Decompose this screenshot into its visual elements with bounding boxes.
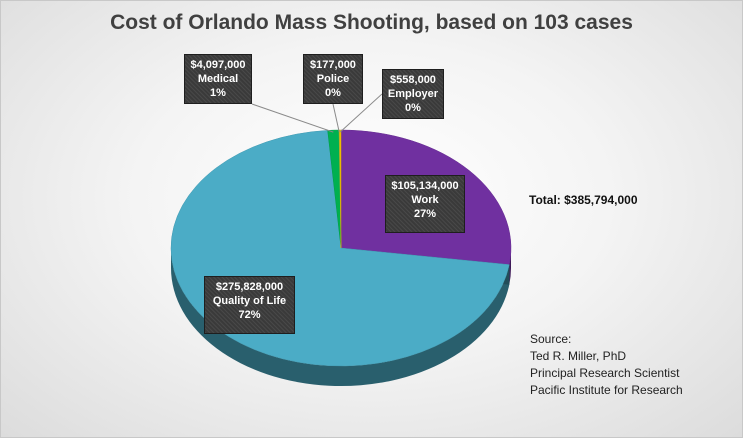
label-percent: 72% — [238, 309, 261, 321]
label-amount: $275,828,000 — [215, 281, 284, 293]
data-label-medical: $4,097,000 Medical 1% — [184, 54, 252, 104]
chart-title: Cost of Orlando Mass Shooting, based on … — [110, 11, 633, 34]
label-category: Employer — [387, 88, 439, 100]
label-percent: 27% — [413, 208, 437, 220]
label-category: Medical — [197, 73, 239, 85]
label-amount: $177,000 — [310, 59, 356, 71]
source-line: Principal Research Scientist — [530, 366, 680, 380]
label-amount: $558,000 — [390, 74, 436, 86]
label-percent: 0% — [405, 102, 421, 114]
label-category: Work — [411, 194, 439, 206]
source-line: Ted R. Miller, PhD — [530, 349, 627, 363]
leader-line-employer — [339, 93, 383, 133]
label-percent: 0% — [325, 87, 341, 99]
data-label-police: $177,000 Police 0% — [303, 54, 363, 104]
data-label-quality-of-life: $275,828,000 Quality of Life 72% — [204, 276, 295, 334]
label-amount: $4,097,000 — [190, 59, 246, 71]
label-percent: 1% — [210, 87, 226, 99]
data-label-work: $105,134,000 Work 27% — [385, 175, 465, 233]
source-line: Pacific Institute for Research — [530, 383, 683, 397]
pie-slice-employer — [339, 129, 342, 249]
leader-line-police — [332, 103, 340, 133]
label-category: Police — [316, 73, 350, 85]
source-line: Source: — [530, 332, 572, 346]
source-note: Source: Ted R. Miller, PhD Principal Res… — [530, 331, 683, 399]
label-category: Quality of Life — [212, 295, 287, 307]
pie-slice-side-quality-of-life — [171, 248, 510, 387]
data-label-employer: $558,000 Employer 0% — [382, 69, 444, 119]
total-label: Total: $385,794,000 — [529, 193, 638, 207]
label-amount: $105,134,000 — [391, 180, 459, 192]
leader-line-medical — [251, 103, 334, 133]
